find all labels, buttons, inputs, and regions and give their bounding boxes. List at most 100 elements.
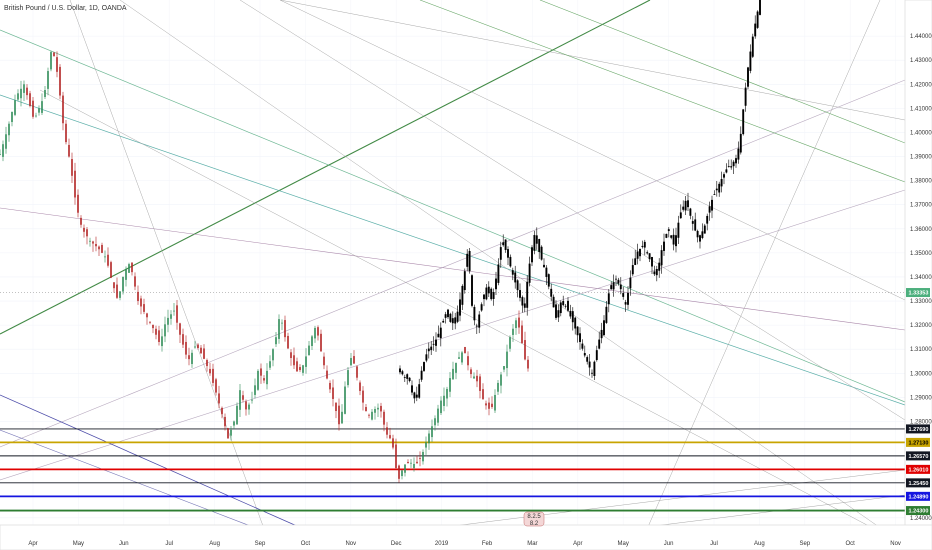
candle-body [455,362,457,373]
horizontal-levels [0,292,905,512]
candle-body [619,284,622,290]
candle-body [125,268,127,280]
candle-body [287,335,289,349]
candle-body [488,402,490,409]
candle-body [218,393,220,404]
trend-line [639,0,881,546]
candle-body [703,225,706,234]
candle-body [305,356,307,367]
candle-body [713,194,716,195]
candle-body [670,235,673,238]
candle-body [383,411,385,425]
candle-body [479,376,481,391]
candle-body [512,328,514,335]
candle-body [374,409,376,413]
candle-body [41,101,43,113]
candle-body [504,239,507,250]
candle-body [478,314,481,328]
candle-body [720,179,723,187]
event-marker-label: 8.2 [530,521,539,527]
candle-body [503,366,505,370]
candle-body [696,230,699,238]
candle-body [595,350,598,361]
candle-body [557,310,560,318]
candle-body [323,356,325,366]
candle-body [456,311,459,322]
candle-body [257,370,259,390]
candle-body [449,313,452,322]
candle-body [521,297,524,306]
candle-body [641,245,644,247]
trend-line [279,0,906,301]
level-tag [906,424,930,434]
candle-body [101,244,103,253]
price-tick-label: 1.40000 [910,130,932,136]
candle-body [53,52,55,57]
candle-body [461,285,464,305]
candle-body [425,354,428,361]
time-tick-label: Nov [890,541,901,547]
time-axis[interactable] [0,524,932,550]
candle-body [648,253,651,260]
candle-body [559,302,562,314]
candle-body [399,368,401,373]
candle-body [290,352,292,359]
candle-body [443,395,445,406]
candle-body [317,327,319,336]
candle-body [254,385,256,395]
price-tick-label: 1.29000 [910,395,932,401]
candle-body [353,356,355,364]
candle-body [140,298,142,307]
candle-body [95,244,97,247]
candle-body [155,328,157,335]
candle-body [528,263,531,283]
level-tag [906,478,930,488]
candle-body [311,336,313,346]
candle-body [302,365,304,373]
candle-body [658,262,661,271]
level-tag [906,437,930,447]
candle-body [622,293,625,297]
candle-body [86,229,88,237]
candle-body [694,219,697,231]
candle-body [224,416,226,427]
candle-body [576,326,579,336]
candle-body [715,188,718,191]
candle-body [62,95,64,124]
candle-body [467,356,469,366]
candle-body [161,336,163,347]
candle-body [392,438,394,448]
candle-body [725,169,728,173]
trend-line [239,0,906,421]
candle-body [756,11,759,28]
candle-body [569,310,572,317]
candle-body [74,170,76,198]
candle-body [723,174,725,178]
candle-body [487,286,490,294]
candle-body [562,301,565,306]
candle-body [567,300,569,311]
candle-body [434,418,436,426]
candle-body [419,458,421,459]
event-marker [523,511,545,527]
candle-body [737,148,740,160]
candle-body [687,200,689,208]
candle-body [242,395,244,400]
candle-body [444,314,447,318]
candle-body [398,465,400,479]
candle-body [464,347,466,354]
candle-body [386,427,388,435]
candle-body [519,290,521,298]
candle-body [2,144,4,157]
candle-body [708,206,711,213]
time-tick-label: Jul [165,541,173,547]
candle-body [341,411,343,424]
candle-body [452,368,454,380]
candle-body [547,274,550,287]
candle-body [278,319,280,339]
candle-body [335,402,337,412]
time-tick-label: Jul [710,541,718,547]
candle-body [227,428,229,439]
candle-body [482,389,484,400]
